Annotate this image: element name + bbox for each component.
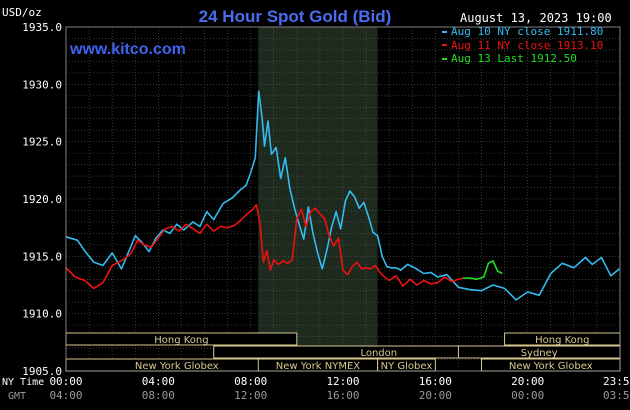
series-line-aug-13 (463, 260, 503, 281)
y-tick-label: 1925.0 (22, 136, 62, 149)
x-tick-label-ny: 20:00 (511, 375, 544, 388)
legend-entry-aug-13: Aug 13 Last 1912.50 (451, 52, 577, 65)
session-label: Hong Kong (154, 335, 208, 346)
session-label: New York Globex (509, 361, 593, 372)
website-label: www.kitco.com (69, 41, 186, 58)
x-tick-label-gmt: 04:00 (49, 389, 82, 402)
y-tick-label: 1930.0 (22, 78, 62, 91)
chart-title: 24 Hour Spot Gold (Bid) (199, 7, 392, 26)
x-tick-label-ny: 16:00 (419, 375, 452, 388)
unit-label: USD/oz (2, 6, 42, 19)
gmt-label: GMT (8, 391, 26, 402)
legend-swatch-aug-13 (442, 58, 447, 60)
x-tick-label-ny: 08:00 (234, 375, 267, 388)
plot-frame (65, 26, 621, 372)
x-tick-label-ny: 00:00 (49, 375, 82, 388)
x-tick-label-gmt: 08:00 (142, 389, 175, 402)
legend: Aug 10 NY close 1911.80 Aug 11 NY close … (442, 25, 603, 65)
series-line-aug-11 (65, 203, 464, 290)
session-label: Sydney (521, 348, 558, 359)
session-label: Hong Kong (535, 335, 589, 346)
x-tick-label-gmt: 03:59 (603, 389, 630, 402)
ny-time-label: NY Time (2, 377, 44, 388)
session-label: London (360, 348, 397, 359)
x-tick-label-gmt: 00:00 (511, 389, 544, 402)
series-line-aug-10 (65, 90, 620, 301)
x-tick-label-gmt: 20:00 (419, 389, 452, 402)
legend-swatch-aug-10 (442, 31, 447, 33)
y-tick-label: 1915.0 (22, 250, 62, 263)
y-tick-label: 1905.0 (22, 365, 62, 378)
legend-entry-aug-10: Aug 10 NY close 1911.80 (451, 25, 603, 38)
legend-swatch-aug-11 (442, 44, 447, 46)
session-label: New York Globex (135, 361, 219, 372)
y-tick-label: 1920.0 (22, 193, 62, 206)
y-tick-label: 1910.0 (22, 308, 62, 321)
session-label: New York NYMEX (276, 361, 361, 372)
y-tick-label: 1935.0 (22, 21, 62, 34)
x-tick-label-ny: 12:00 (326, 375, 359, 388)
x-tick-label-ny: 04:00 (142, 375, 175, 388)
x-tick-label-gmt: 12:00 (234, 389, 267, 402)
x-tick-label-gmt: 16:00 (326, 389, 359, 402)
legend-entry-aug-11: Aug 11 NY close 1913.10 (451, 39, 603, 52)
x-tick-label-ny: 23:59 (603, 375, 630, 388)
session-label: NY Globex (381, 361, 433, 372)
date-stamp: August 13, 2023 19:00 (460, 11, 612, 25)
